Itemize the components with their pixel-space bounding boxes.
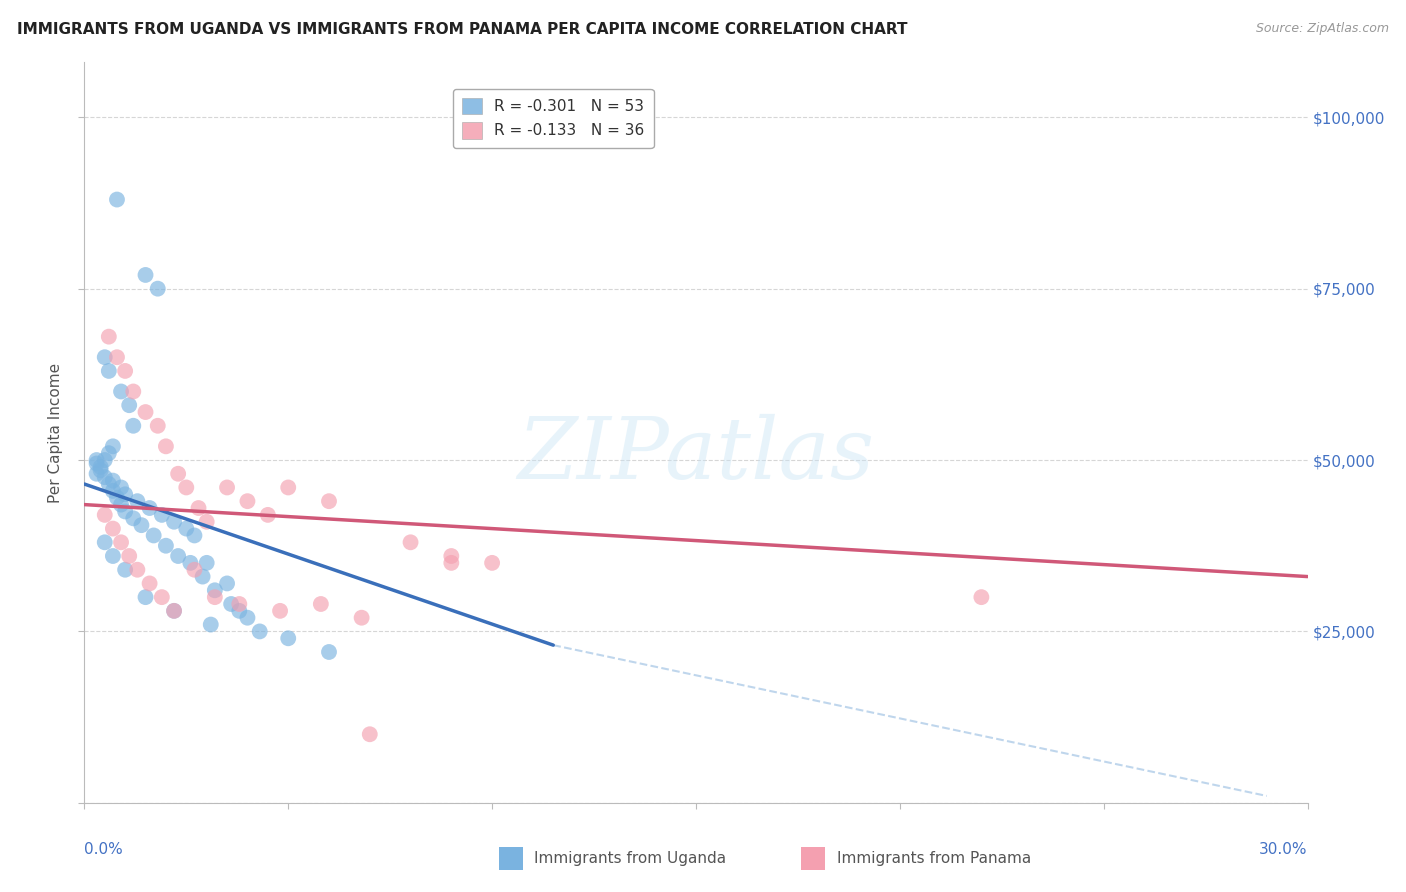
Point bbox=[122, 511, 145, 525]
Text: Immigrants from Uganda: Immigrants from Uganda bbox=[534, 851, 727, 865]
Point bbox=[195, 515, 218, 529]
Point bbox=[127, 563, 149, 577]
Point bbox=[249, 624, 271, 639]
Text: 30.0%: 30.0% bbox=[1260, 842, 1308, 856]
Point bbox=[187, 501, 209, 516]
Point bbox=[142, 528, 165, 542]
Point bbox=[101, 522, 124, 536]
Point bbox=[138, 501, 160, 516]
Point bbox=[399, 535, 422, 549]
Point bbox=[90, 463, 112, 477]
Text: ZIPatlas: ZIPatlas bbox=[517, 414, 875, 496]
Y-axis label: Per Capita Income: Per Capita Income bbox=[48, 362, 63, 503]
Point bbox=[93, 470, 115, 484]
Point bbox=[114, 364, 136, 378]
Point bbox=[93, 453, 115, 467]
Point bbox=[97, 446, 120, 460]
Text: 0.0%: 0.0% bbox=[84, 842, 124, 856]
Point bbox=[146, 418, 169, 433]
Point bbox=[86, 467, 108, 481]
Point bbox=[105, 491, 128, 505]
Text: Source: ZipAtlas.com: Source: ZipAtlas.com bbox=[1256, 22, 1389, 36]
Point bbox=[183, 563, 205, 577]
Point bbox=[277, 480, 299, 494]
Point bbox=[101, 439, 124, 453]
Point bbox=[131, 518, 153, 533]
Point bbox=[135, 405, 157, 419]
Point bbox=[167, 549, 190, 563]
Point bbox=[200, 617, 222, 632]
Point bbox=[228, 604, 250, 618]
Point bbox=[318, 494, 340, 508]
Point bbox=[110, 498, 132, 512]
Point bbox=[228, 597, 250, 611]
Point bbox=[105, 350, 128, 364]
Point bbox=[150, 508, 173, 522]
Point bbox=[135, 268, 157, 282]
Point bbox=[105, 193, 128, 207]
Point bbox=[110, 480, 132, 494]
Point bbox=[122, 384, 145, 399]
Point bbox=[110, 384, 132, 399]
Point bbox=[167, 467, 190, 481]
Point bbox=[93, 508, 115, 522]
Point bbox=[183, 528, 205, 542]
Point bbox=[93, 535, 115, 549]
Point bbox=[114, 504, 136, 518]
Point bbox=[127, 494, 149, 508]
Point bbox=[236, 610, 259, 624]
Point bbox=[118, 398, 141, 412]
Point bbox=[440, 556, 463, 570]
Point bbox=[150, 590, 173, 604]
Point bbox=[122, 418, 145, 433]
Point bbox=[163, 604, 186, 618]
Point bbox=[97, 364, 120, 378]
Point bbox=[97, 329, 120, 343]
Point bbox=[191, 569, 214, 583]
Point bbox=[97, 477, 120, 491]
Point bbox=[359, 727, 381, 741]
Point bbox=[269, 604, 291, 618]
Point bbox=[217, 480, 239, 494]
Point bbox=[163, 515, 186, 529]
Point bbox=[93, 350, 115, 364]
Point bbox=[219, 597, 242, 611]
Point bbox=[135, 590, 157, 604]
Text: Immigrants from Panama: Immigrants from Panama bbox=[837, 851, 1031, 865]
Point bbox=[195, 556, 218, 570]
Point bbox=[350, 610, 373, 624]
Point bbox=[217, 576, 239, 591]
Point bbox=[155, 539, 177, 553]
Text: IMMIGRANTS FROM UGANDA VS IMMIGRANTS FROM PANAMA PER CAPITA INCOME CORRELATION C: IMMIGRANTS FROM UGANDA VS IMMIGRANTS FRO… bbox=[17, 22, 907, 37]
Point bbox=[309, 597, 332, 611]
Point bbox=[118, 549, 141, 563]
Point bbox=[179, 556, 201, 570]
Point bbox=[204, 590, 226, 604]
Point bbox=[970, 590, 993, 604]
Point bbox=[86, 453, 108, 467]
Point bbox=[174, 480, 197, 494]
Point bbox=[163, 604, 186, 618]
Point bbox=[138, 576, 160, 591]
Point bbox=[114, 563, 136, 577]
Point bbox=[114, 487, 136, 501]
Legend: R = -0.301   N = 53, R = -0.133   N = 36: R = -0.301 N = 53, R = -0.133 N = 36 bbox=[453, 88, 654, 148]
Point bbox=[318, 645, 340, 659]
Point bbox=[101, 549, 124, 563]
Point bbox=[86, 457, 108, 471]
Point bbox=[110, 535, 132, 549]
Point bbox=[204, 583, 226, 598]
Point bbox=[90, 459, 112, 474]
Point bbox=[146, 282, 169, 296]
Point bbox=[440, 549, 463, 563]
Point bbox=[257, 508, 280, 522]
Point bbox=[101, 474, 124, 488]
Point bbox=[155, 439, 177, 453]
Point bbox=[481, 556, 503, 570]
Point bbox=[174, 522, 197, 536]
Point bbox=[236, 494, 259, 508]
Point bbox=[277, 632, 299, 646]
Point bbox=[101, 483, 124, 498]
